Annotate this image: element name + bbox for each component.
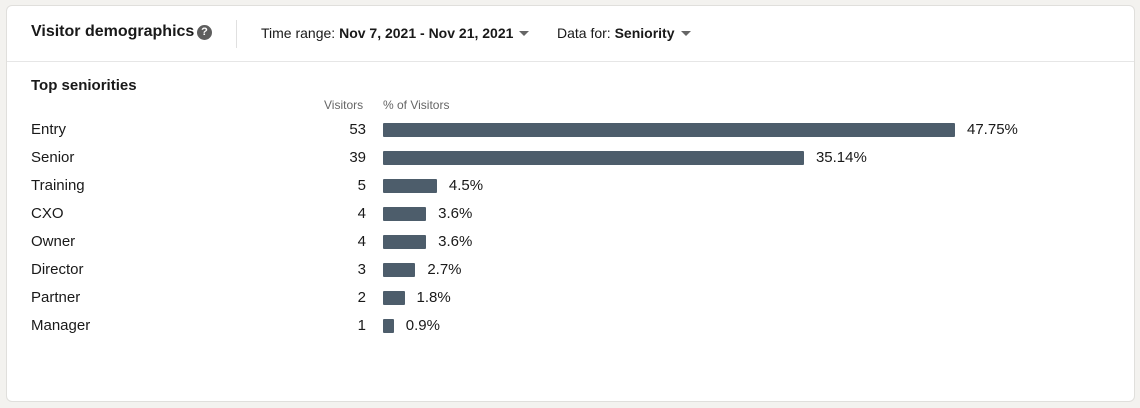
table-row: Partner 2 1.8% bbox=[7, 284, 1134, 312]
percent-bar bbox=[383, 263, 416, 277]
visitor-count: 4 bbox=[357, 233, 366, 250]
card-header: Visitor demographics ? Time range: Nov 7… bbox=[7, 6, 1134, 62]
visitor-demographics-card: Visitor demographics ? Time range: Nov 7… bbox=[6, 5, 1135, 402]
visitor-count: 5 bbox=[357, 177, 366, 194]
percent-label: 0.9% bbox=[405, 317, 440, 334]
table-row: Entry 53 47.75% bbox=[7, 116, 1134, 144]
table-row: Manager 1 0.9% bbox=[7, 312, 1134, 340]
seniority-label: CXO bbox=[31, 205, 64, 222]
percent-bar bbox=[383, 207, 427, 221]
chevron-down-icon bbox=[680, 30, 691, 36]
chevron-down-icon bbox=[519, 30, 530, 36]
data-for-dropdown[interactable]: Data for: Seniority bbox=[557, 25, 691, 41]
percent-label: 35.14% bbox=[815, 149, 867, 166]
section-title: Top seniorities bbox=[31, 77, 137, 94]
card-title: Visitor demographics bbox=[31, 23, 195, 40]
header-divider bbox=[236, 20, 237, 48]
percent-bar bbox=[383, 123, 955, 137]
seniority-label: Partner bbox=[31, 289, 81, 306]
table-row: CXO 4 3.6% bbox=[7, 200, 1134, 228]
visitor-count: 1 bbox=[357, 317, 366, 334]
percent-label: 1.8% bbox=[416, 289, 451, 306]
percent-label: 3.6% bbox=[438, 233, 473, 250]
visitor-count: 2 bbox=[357, 289, 366, 306]
visitor-count: 3 bbox=[357, 261, 366, 278]
percent-bar bbox=[383, 151, 804, 165]
column-header-percent: % of Visitors bbox=[383, 98, 450, 112]
time-range-label: Time range: bbox=[261, 25, 336, 41]
percent-label: 2.7% bbox=[427, 261, 462, 278]
visitor-count: 4 bbox=[357, 205, 366, 222]
seniority-label: Training bbox=[31, 177, 85, 194]
table-row: Director 3 2.7% bbox=[7, 256, 1134, 284]
table-row: Training 5 4.5% bbox=[7, 172, 1134, 200]
data-for-label: Data for: bbox=[557, 25, 611, 41]
visitor-count: 53 bbox=[349, 121, 366, 138]
column-header-visitors: Visitors bbox=[324, 98, 364, 112]
percent-label: 47.75% bbox=[967, 121, 1018, 138]
seniority-label: Senior bbox=[31, 149, 75, 166]
percent-bar bbox=[383, 235, 427, 249]
table-row: Owner 4 3.6% bbox=[7, 228, 1134, 256]
percent-bar bbox=[383, 179, 437, 193]
table-row: Senior 39 35.14% bbox=[7, 144, 1134, 172]
seniority-label: Entry bbox=[31, 121, 67, 138]
data-for-value: Seniority bbox=[614, 25, 675, 41]
percent-bar bbox=[383, 291, 405, 305]
percent-label: 4.5% bbox=[448, 177, 484, 194]
percent-label: 3.6% bbox=[438, 205, 473, 222]
percent-bar bbox=[383, 319, 394, 333]
question-circle-icon[interactable]: ? bbox=[197, 25, 212, 40]
seniority-label: Director bbox=[31, 261, 84, 278]
time-range-value: Nov 7, 2021 - Nov 21, 2021 bbox=[339, 25, 514, 41]
time-range-dropdown[interactable]: Time range: Nov 7, 2021 - Nov 21, 2021 bbox=[261, 25, 530, 41]
seniority-label: Owner bbox=[31, 233, 76, 250]
visitor-count: 39 bbox=[349, 149, 366, 166]
seniority-label: Manager bbox=[31, 317, 91, 334]
